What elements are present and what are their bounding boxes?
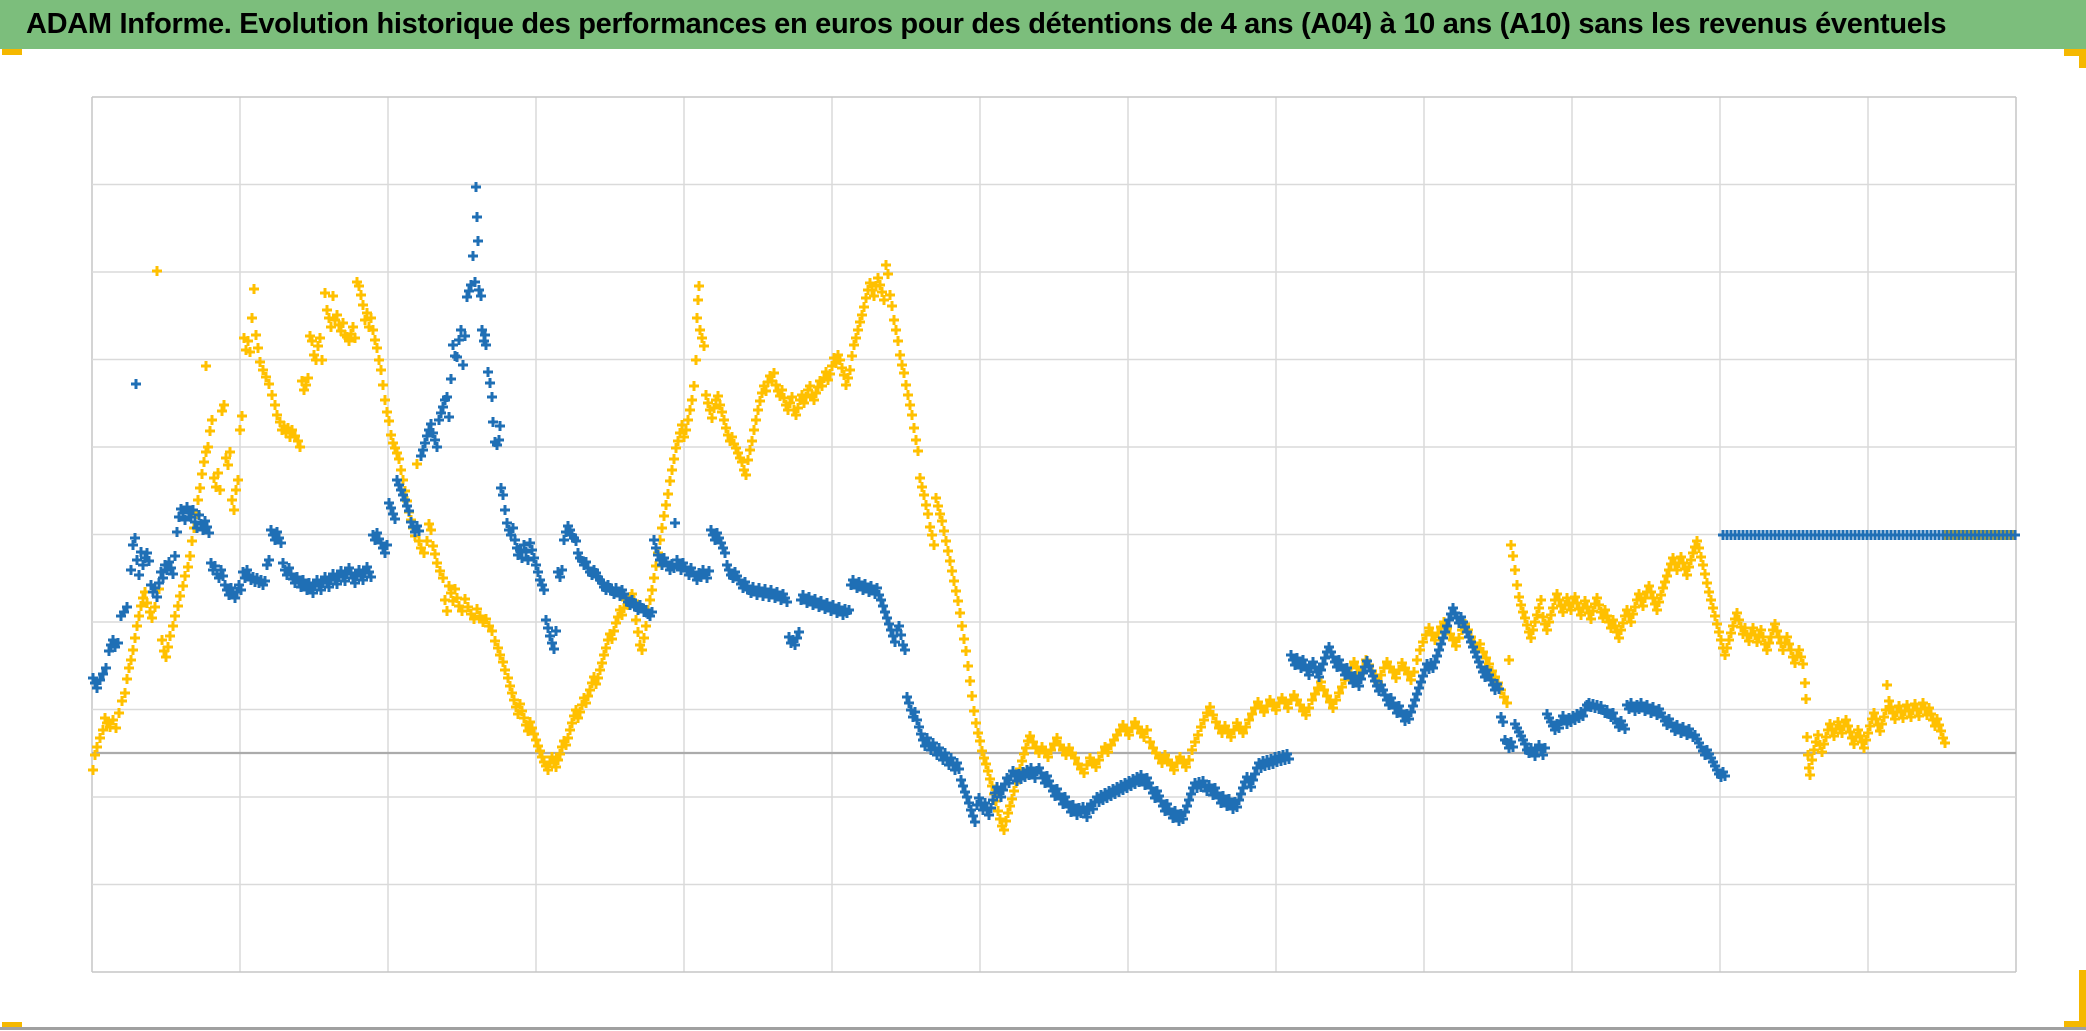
chart-title: ADAM Informe. Evolution historique des p… bbox=[26, 8, 1947, 40]
chart-title-bar: ADAM Informe. Evolution historique des p… bbox=[0, 0, 2086, 49]
chart-svg bbox=[88, 96, 2020, 973]
corner-accent-bottom-right-vertical bbox=[2079, 970, 2086, 1030]
scatter-chart bbox=[0, 49, 2086, 1028]
series-yellow-series bbox=[88, 260, 2019, 835]
corner-accent-top-left bbox=[2, 49, 22, 55]
corner-accent-top-right-vertical bbox=[2079, 49, 2086, 68]
corner-accent-bottom-left bbox=[2, 1022, 22, 1030]
corner-accent-top-right-horizontal bbox=[2064, 49, 2086, 56]
series-blue-series bbox=[88, 182, 2020, 827]
window-bottom-border bbox=[0, 1027, 2086, 1030]
corner-accent-bottom-right-horizontal bbox=[2064, 1021, 2086, 1030]
